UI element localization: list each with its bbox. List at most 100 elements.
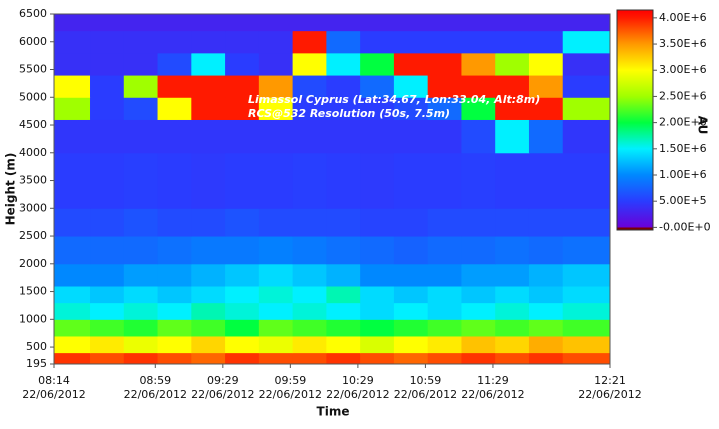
heat-cell xyxy=(326,152,361,209)
heat-cell xyxy=(123,286,159,304)
x-tick-date: 22/06/2012 xyxy=(578,388,641,401)
heat-cell xyxy=(427,14,462,32)
heat-cell xyxy=(123,30,159,54)
heat-cell xyxy=(191,208,226,237)
heat-cell xyxy=(393,302,429,320)
heat-cell xyxy=(292,97,327,120)
heat-cell xyxy=(393,335,429,354)
heat-cell xyxy=(461,152,496,209)
heat-cell xyxy=(157,335,192,354)
heat-cell xyxy=(258,236,294,265)
heat-cell xyxy=(225,152,260,209)
x-tick-date: 22/06/2012 xyxy=(326,388,389,401)
heat-cell xyxy=(225,75,260,98)
heat-cell xyxy=(191,119,226,154)
heat-cell xyxy=(90,152,125,209)
heat-cell xyxy=(292,30,327,54)
heat-cell xyxy=(326,97,361,120)
heat-cell xyxy=(427,302,462,320)
heat-cell xyxy=(157,30,192,54)
x-tick-label: 12:21 xyxy=(594,374,626,387)
heat-cell xyxy=(191,319,226,337)
heat-cell xyxy=(495,75,530,98)
heat-cell xyxy=(393,30,429,54)
heat-cell xyxy=(360,352,395,365)
plot-frame xyxy=(53,13,611,365)
heat-cell xyxy=(461,14,496,32)
heat-cell xyxy=(54,302,91,320)
heat-cell xyxy=(225,319,260,337)
x-tick-label: 10:29 xyxy=(342,374,374,387)
heat-cell xyxy=(495,319,530,337)
heat-cell xyxy=(461,30,496,54)
colorbar-tick-label: 2.50E+6 xyxy=(659,89,707,102)
heat-cell xyxy=(90,75,125,98)
heat-cell xyxy=(225,97,260,120)
heat-cell xyxy=(427,263,462,287)
heat-cell xyxy=(225,335,260,354)
heat-cell xyxy=(528,119,564,154)
heat-cell xyxy=(562,152,611,209)
heat-cell xyxy=(528,319,564,337)
colorbar-tick-label: 1.00E+6 xyxy=(659,168,707,181)
heat-cell xyxy=(258,97,294,120)
x-tick-label: 11:29 xyxy=(477,374,509,387)
heat-cell xyxy=(292,152,327,209)
heat-cell xyxy=(191,14,226,32)
heat-cell xyxy=(54,236,91,265)
heat-cell xyxy=(123,352,159,365)
heat-cell xyxy=(427,30,462,54)
heat-cell xyxy=(54,75,91,98)
heat-cell xyxy=(123,97,159,120)
heat-cell xyxy=(427,75,462,98)
y-tick-label: 6000 xyxy=(19,35,47,48)
x-tick-label: 10:59 xyxy=(410,374,442,387)
heat-cell xyxy=(258,286,294,304)
heat-cell xyxy=(123,14,159,32)
heat-cell xyxy=(495,119,530,154)
heat-cell xyxy=(528,263,564,287)
heat-cell xyxy=(461,352,496,365)
annotation: RCS@532 Resolution (50s, 7.5m) xyxy=(248,107,450,120)
heat-cell xyxy=(562,14,611,32)
heat-cell xyxy=(157,302,192,320)
heat-cell xyxy=(292,319,327,337)
colorbar-tick-label: -0.00E+0 xyxy=(659,220,711,233)
annotation: Limassol Cyprus (Lat:34.67, Lon:33.04, A… xyxy=(248,93,540,106)
heat-cell xyxy=(292,52,327,76)
y-tick-label: 1000 xyxy=(19,312,47,325)
heat-cell xyxy=(326,302,361,320)
heat-cell xyxy=(528,97,564,120)
heat-cell xyxy=(393,52,429,76)
heat-cell xyxy=(157,52,192,76)
heat-cell xyxy=(54,97,91,120)
heat-cell xyxy=(191,352,226,365)
heat-cell xyxy=(225,52,260,76)
heat-cell xyxy=(157,319,192,337)
heat-cell xyxy=(258,335,294,354)
heat-cell xyxy=(326,352,361,365)
colorbar xyxy=(616,9,654,231)
heat-cell xyxy=(461,208,496,237)
heat-cell xyxy=(393,208,429,237)
heat-cell xyxy=(157,14,192,32)
heat-cell xyxy=(393,352,429,365)
y-tick-label: 1500 xyxy=(19,285,47,298)
heat-cell xyxy=(292,236,327,265)
heat-cell xyxy=(326,286,361,304)
heat-cell xyxy=(360,119,395,154)
y-tick-label: 3500 xyxy=(19,174,47,187)
colorbar-tick-label: 3.00E+6 xyxy=(659,63,707,76)
heat-cell xyxy=(495,286,530,304)
heat-cell xyxy=(157,286,192,304)
heat-cell xyxy=(90,263,125,287)
heat-cell xyxy=(258,52,294,76)
heat-cell xyxy=(258,319,294,337)
heat-cell xyxy=(123,335,159,354)
heat-cell xyxy=(427,352,462,365)
heat-cell xyxy=(393,319,429,337)
heat-cell xyxy=(562,119,611,154)
heat-cell xyxy=(562,75,611,98)
colorbar-tick-label: 3.50E+6 xyxy=(659,37,707,50)
heat-cell xyxy=(258,302,294,320)
